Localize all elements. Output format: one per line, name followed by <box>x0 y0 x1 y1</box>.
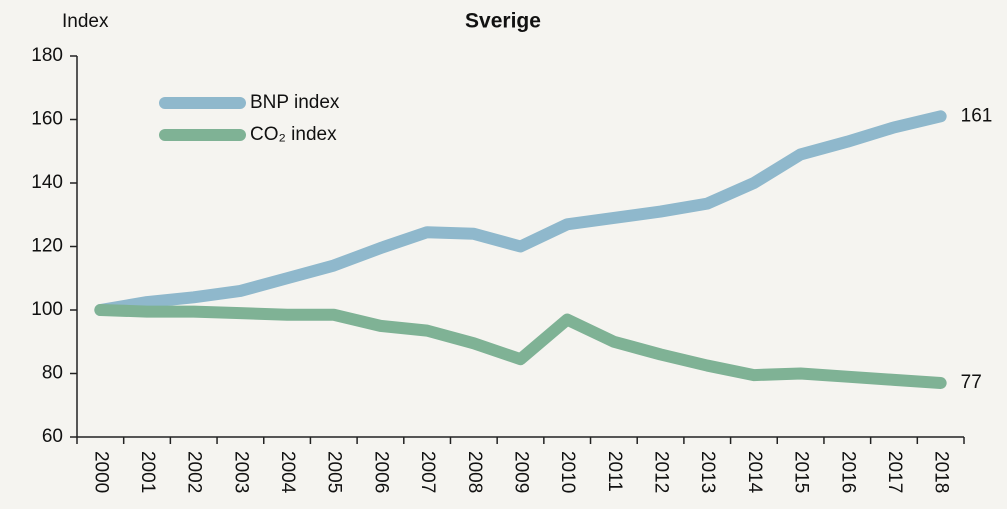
x-tick-label: 2015 <box>791 451 812 493</box>
x-tick-label: 2007 <box>417 451 438 493</box>
y-tick-label: 100 <box>31 299 63 320</box>
x-tick-label: 2009 <box>510 451 531 493</box>
chart-title: Sverige <box>465 10 541 33</box>
y-tick-label: 180 <box>31 45 63 66</box>
x-tick-label: 2005 <box>324 451 345 493</box>
x-tick-label: 2012 <box>651 451 672 493</box>
x-tick-label: 2016 <box>837 451 858 493</box>
x-tick-label: 2000 <box>90 451 111 493</box>
x-tick-label: 2008 <box>464 451 485 493</box>
x-tick-label: 2018 <box>931 451 952 493</box>
x-tick-label: 2003 <box>230 451 251 493</box>
x-tick-label: 2001 <box>137 451 158 493</box>
end-label: 77 <box>961 372 982 393</box>
x-tick-label: 2011 <box>604 451 625 492</box>
x-tick-label: 2002 <box>184 451 205 493</box>
y-tick-label: 60 <box>42 426 63 447</box>
legend-label: BNP index <box>250 92 340 113</box>
x-tick-label: 2014 <box>744 451 765 494</box>
data-line <box>94 304 947 390</box>
y-tick-label: 160 <box>31 109 63 130</box>
end-label: 161 <box>961 105 993 126</box>
y-tick-label: 140 <box>31 172 63 193</box>
x-tick-label: 2004 <box>277 451 298 494</box>
y-tick-label: 120 <box>31 236 63 257</box>
x-tick-label: 2013 <box>697 451 718 493</box>
y-tick-label: 80 <box>42 363 63 384</box>
data-line <box>94 110 947 316</box>
x-tick-label: 2017 <box>884 451 905 493</box>
legend-label: CO₂ index <box>250 124 337 145</box>
x-tick-label: 2010 <box>557 451 578 493</box>
x-tick-label: 2006 <box>370 451 391 493</box>
y-axis-label: Index <box>62 11 109 32</box>
